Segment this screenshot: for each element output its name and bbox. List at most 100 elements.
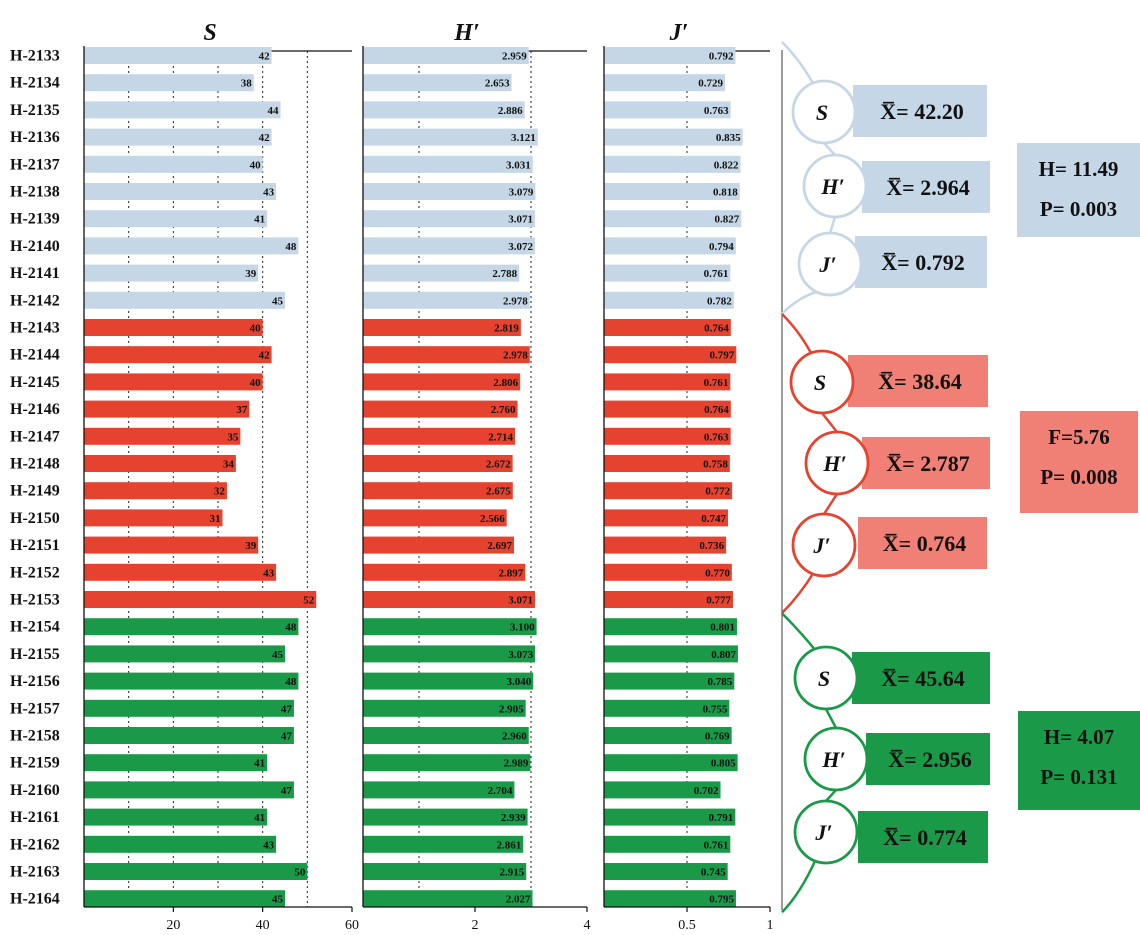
bar-value-label: 0.758 bbox=[703, 459, 728, 471]
circle-connector bbox=[823, 142, 836, 156]
stat-line: P= 0.003 bbox=[1040, 197, 1117, 221]
bar bbox=[604, 346, 737, 364]
row-label: H-2138 bbox=[10, 184, 60, 201]
bar-value-label: 0.795 bbox=[709, 894, 734, 906]
bar bbox=[604, 155, 741, 173]
bar bbox=[84, 183, 277, 200]
bar-value-label: 0.729 bbox=[698, 78, 723, 90]
bracket-top bbox=[781, 313, 814, 356]
bar bbox=[84, 781, 294, 799]
bar-value-label: 42 bbox=[259, 350, 271, 362]
row-label: H-2160 bbox=[10, 782, 60, 799]
row-label: H-2164 bbox=[10, 891, 60, 908]
bar-value-label: 2.959 bbox=[502, 51, 527, 63]
row-label: H-2158 bbox=[10, 728, 60, 745]
bar bbox=[363, 808, 528, 826]
index-circle bbox=[802, 153, 868, 219]
bar-value-label: 0.772 bbox=[705, 486, 730, 498]
bar-value-label: 0.764 bbox=[704, 404, 729, 416]
bar-value-label: 2.704 bbox=[488, 785, 513, 797]
bar-value-label: 37 bbox=[236, 404, 248, 416]
bar-value-label: 0.801 bbox=[710, 622, 735, 634]
bar bbox=[363, 863, 527, 880]
bar bbox=[604, 890, 736, 908]
index-circle-label: H′ bbox=[821, 747, 845, 772]
mean-box bbox=[852, 652, 990, 704]
bar bbox=[84, 890, 285, 908]
index-circle bbox=[791, 79, 857, 145]
bar bbox=[604, 373, 731, 391]
row-label: H-2152 bbox=[10, 564, 60, 581]
bar bbox=[363, 672, 534, 690]
mean-value: X̅= 0.764 bbox=[883, 531, 966, 556]
bar bbox=[363, 291, 530, 309]
bar-value-label: 2.819 bbox=[494, 323, 519, 335]
row-label: H-2144 bbox=[10, 347, 60, 364]
bar bbox=[604, 563, 732, 581]
bar-value-label: 3.040 bbox=[506, 676, 531, 688]
row-label: H-2134 bbox=[10, 75, 60, 92]
row-label: H-2163 bbox=[10, 864, 60, 881]
bar bbox=[84, 699, 294, 717]
row-label: H-2146 bbox=[10, 401, 60, 418]
panel-title: H′ bbox=[453, 20, 479, 46]
group-summaries: X̅= 42.20 X̅= 2.964 X̅= 0.792 S H′ J′ H= 11.49… bbox=[781, 41, 1140, 914]
row-label: H-2159 bbox=[10, 755, 60, 772]
row-labels: H-2133 H-2134 H-2135 H-2136 H-2137 H-2138 H-21… bbox=[10, 48, 60, 908]
index-circle-label: J′ bbox=[818, 252, 836, 277]
group-summary-2: X̅= 38.64 X̅= 2.787 X̅= 0.764 S H′ J′ F=5.76 P=… bbox=[781, 313, 1138, 614]
bar-value-label: 44 bbox=[268, 105, 280, 117]
row-label: H-2140 bbox=[10, 238, 60, 255]
row-label: H-2154 bbox=[10, 619, 60, 636]
bar bbox=[84, 427, 241, 445]
bar-value-label: 2.978 bbox=[503, 350, 528, 362]
bar bbox=[84, 237, 299, 255]
bar-value-label: 3.031 bbox=[506, 159, 531, 171]
panel-3: 0.792 0.729 0.763 0.835 0.822 0.818 0.827 0.794… bbox=[603, 20, 774, 933]
bar bbox=[84, 727, 294, 744]
bar-value-label: 0.835 bbox=[716, 132, 741, 144]
bar bbox=[84, 509, 223, 527]
bar-value-label: 34 bbox=[223, 459, 235, 471]
bar-value-label: 2.905 bbox=[499, 703, 524, 715]
bar bbox=[363, 699, 526, 717]
stat-line: H= 11.49 bbox=[1039, 157, 1119, 181]
bar-value-label: 2.714 bbox=[488, 431, 513, 443]
bar bbox=[363, 210, 535, 228]
bar bbox=[604, 536, 727, 554]
index-circle-label: S bbox=[814, 370, 826, 395]
bar-value-label: 0.764 bbox=[704, 323, 729, 335]
panel-title: J′ bbox=[669, 20, 689, 46]
bar-value-label: 2.806 bbox=[493, 377, 518, 389]
mean-value: X̅= 38.64 bbox=[878, 369, 961, 394]
bar bbox=[363, 183, 536, 200]
bar bbox=[604, 319, 731, 336]
bar bbox=[363, 427, 515, 445]
bar-value-label: 0.769 bbox=[705, 731, 730, 743]
stat-line: P= 0.008 bbox=[1040, 465, 1117, 489]
bar-value-label: 3.121 bbox=[511, 132, 536, 144]
bar-value-label: 43 bbox=[263, 567, 275, 579]
bar bbox=[604, 128, 743, 146]
panel-1: 4238444240434148394540424037353432313943… bbox=[83, 20, 359, 933]
bar bbox=[84, 128, 272, 146]
bar bbox=[604, 754, 738, 772]
x-tick-label: 0.5 bbox=[678, 918, 696, 933]
bar-value-label: 3.072 bbox=[508, 241, 533, 253]
bar-value-label: 0.791 bbox=[709, 812, 734, 824]
bar bbox=[604, 509, 729, 527]
bar bbox=[604, 699, 730, 717]
bar-value-label: 43 bbox=[263, 187, 275, 199]
row-label: H-2149 bbox=[10, 483, 60, 500]
bar-value-label: 48 bbox=[285, 241, 297, 253]
bar bbox=[363, 319, 521, 336]
bar-panels: 4238444240434148394540424037353432313943… bbox=[83, 20, 774, 933]
stat-box bbox=[1018, 711, 1140, 810]
bar bbox=[363, 509, 507, 527]
bar-value-label: 0.702 bbox=[694, 785, 719, 797]
bar bbox=[84, 346, 272, 364]
bar bbox=[604, 237, 736, 255]
index-circle-label: H′ bbox=[822, 451, 846, 476]
row-label: H-2145 bbox=[10, 374, 60, 391]
